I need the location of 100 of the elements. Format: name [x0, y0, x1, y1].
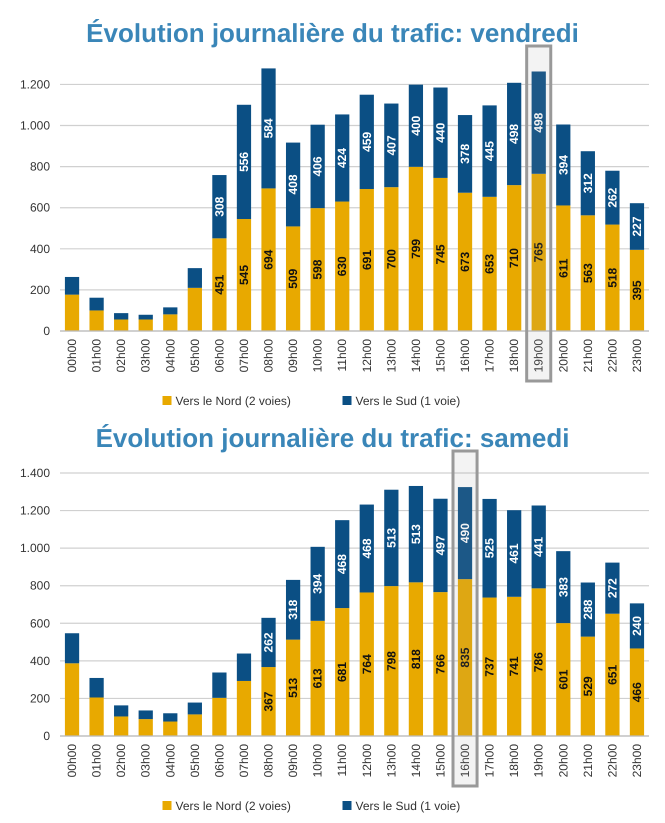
data-label: 525 — [482, 538, 497, 558]
bar — [236, 104, 252, 220]
bar — [261, 188, 276, 331]
y-tick-label: 1.000 — [20, 118, 50, 133]
bar — [580, 636, 595, 736]
data-label: 497 — [433, 535, 448, 556]
data-label: 737 — [482, 656, 497, 677]
data-label: 681 — [335, 662, 350, 682]
data-label: 786 — [532, 652, 546, 672]
x-tick-label: 16h00 — [458, 744, 472, 778]
bar — [163, 307, 178, 314]
x-tick-label: 01h00 — [90, 338, 104, 372]
bar — [188, 714, 202, 736]
y-tick-label: 0 — [43, 324, 50, 338]
bar — [163, 713, 178, 722]
x-tick-label: 16h00 — [458, 338, 472, 372]
bar — [114, 716, 128, 736]
data-label: 601 — [556, 669, 570, 690]
x-tick-label: 09h00 — [286, 744, 300, 778]
bar — [335, 202, 350, 331]
y-tick-label: 800 — [30, 160, 50, 174]
bar — [261, 68, 276, 188]
bar — [138, 314, 153, 320]
bar — [384, 490, 398, 586]
x-tick-label: 13h00 — [384, 744, 398, 778]
bar — [138, 319, 153, 331]
x-tick-label: 04h00 — [163, 338, 178, 372]
x-tick-label: 07h00 — [236, 338, 251, 372]
data-label: 691 — [360, 250, 374, 270]
bar — [335, 608, 350, 736]
bar — [64, 663, 80, 736]
data-label: 513 — [286, 677, 300, 698]
bar — [556, 623, 570, 736]
y-tick-label: 200 — [30, 282, 50, 297]
bar — [114, 313, 128, 320]
data-label: 498 — [532, 112, 546, 133]
y-tick-label: 800 — [30, 578, 50, 593]
data-label: 818 — [408, 648, 423, 670]
bar — [188, 268, 202, 288]
data-label: 395 — [630, 280, 644, 300]
data-label: 529 — [580, 676, 595, 696]
data-label: 653 — [482, 254, 497, 274]
data-label: 651 — [605, 664, 620, 685]
data-label: 459 — [360, 132, 374, 152]
data-label: 468 — [335, 554, 350, 574]
x-tick-label: 11h00 — [335, 744, 350, 776]
data-label: 556 — [236, 152, 251, 172]
data-label: 764 — [360, 654, 374, 674]
bar — [532, 506, 546, 588]
legend-label: Vers le Nord (2 voies) — [176, 394, 291, 408]
bar — [89, 310, 104, 331]
data-label: 424 — [335, 148, 350, 168]
data-label: 451 — [212, 274, 226, 295]
x-tick-label: 22h00 — [605, 744, 620, 778]
data-label: 227 — [630, 216, 644, 237]
data-label: 490 — [458, 522, 472, 544]
x-tick-label: 00h00 — [65, 744, 80, 778]
bar — [360, 94, 374, 190]
x-tick-label: 10h00 — [310, 338, 325, 372]
bar — [458, 579, 472, 736]
x-tick-label: 05h00 — [188, 338, 202, 372]
chart-title: Évolution journalière du trafic: samedi — [96, 423, 570, 453]
data-label: 407 — [384, 135, 398, 156]
legend-label: Vers le Sud (1 voie) — [356, 799, 460, 813]
data-label: 312 — [580, 172, 595, 194]
bar — [458, 192, 472, 331]
y-tick-label: 200 — [30, 691, 50, 706]
x-tick-label: 14h00 — [408, 744, 423, 778]
bar — [163, 314, 178, 331]
x-tick-label: 04h00 — [163, 744, 178, 778]
y-tick-label: 1.200 — [20, 77, 50, 92]
bar — [335, 114, 350, 202]
data-label: 518 — [605, 267, 620, 288]
x-tick-label: 10h00 — [310, 744, 325, 778]
bar — [458, 487, 472, 580]
x-tick-label: 15h00 — [433, 744, 448, 778]
data-label: 466 — [630, 682, 644, 702]
data-label: 509 — [286, 268, 300, 289]
bar — [605, 224, 620, 331]
bar — [433, 498, 448, 592]
y-tick-label: 1.200 — [20, 504, 50, 518]
bar — [556, 551, 570, 624]
bar — [212, 698, 227, 736]
bar — [89, 697, 104, 736]
data-label: 513 — [384, 528, 398, 548]
x-tick-label: 08h00 — [262, 744, 276, 778]
bar — [482, 105, 497, 197]
x-tick-label: 12h00 — [360, 338, 374, 372]
y-tick-label: 400 — [30, 654, 50, 668]
bar — [532, 174, 546, 331]
x-tick-label: 01h00 — [90, 744, 104, 778]
bar — [384, 187, 398, 331]
data-label: 240 — [630, 616, 644, 636]
bar — [286, 226, 300, 331]
data-label: 598 — [310, 259, 325, 280]
x-tick-label: 21h00 — [580, 744, 595, 778]
bar — [507, 82, 522, 186]
data-label: 262 — [605, 187, 620, 208]
bar — [556, 205, 570, 331]
bar — [482, 498, 497, 598]
